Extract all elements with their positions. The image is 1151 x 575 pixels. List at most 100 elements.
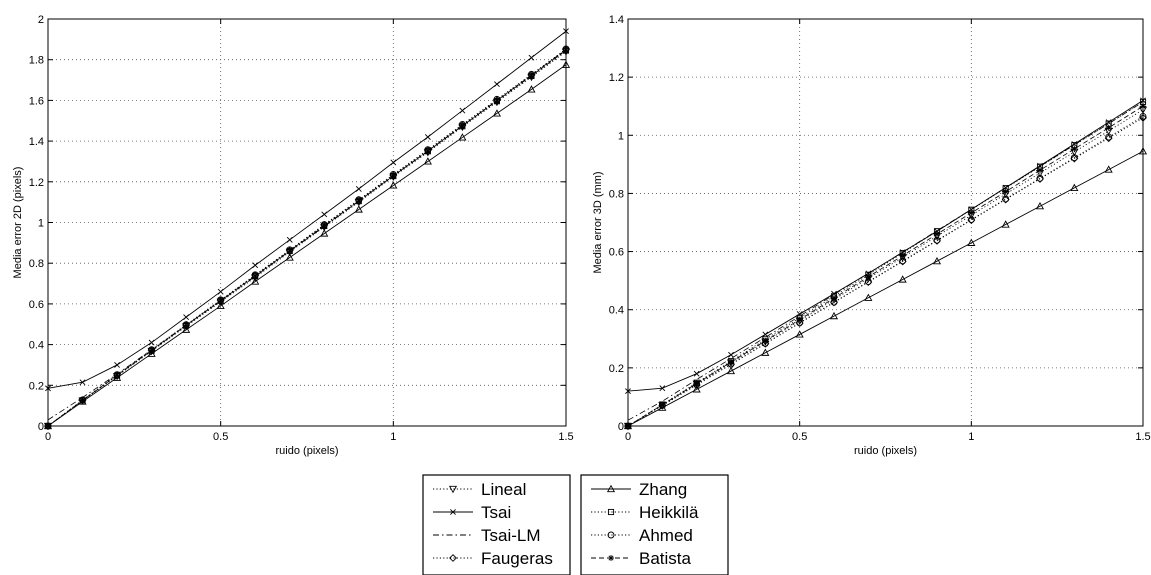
- data-point: [216, 301, 225, 310]
- data-point: [528, 54, 535, 61]
- data-point: [321, 222, 328, 229]
- series-line: [627, 101, 1144, 427]
- data-point: [1001, 220, 1010, 228]
- series-line: [47, 30, 567, 389]
- data-point: [459, 122, 466, 129]
- plot-area: [627, 18, 1144, 427]
- data-point: [114, 372, 121, 379]
- data-point: [728, 351, 734, 358]
- legend-item: Tsai: [433, 503, 511, 522]
- data-point: [659, 401, 666, 408]
- y-tick-label: 0.8: [29, 258, 44, 270]
- legend-marker: [448, 485, 458, 494]
- legend-label: Tsai-LM: [481, 526, 541, 545]
- x-tick-label: 0.5: [213, 431, 228, 443]
- data-point: [1139, 112, 1147, 120]
- data-point: [898, 275, 907, 283]
- data-point: [865, 273, 872, 280]
- legend-marker: [608, 555, 614, 561]
- legend-marker: [607, 531, 615, 539]
- series-batista: [45, 47, 569, 429]
- data-point: [831, 295, 837, 302]
- data-point: [898, 257, 907, 266]
- data-point: [389, 181, 398, 189]
- y-tick-label: 1.4: [29, 136, 44, 148]
- data-point: [1001, 195, 1010, 204]
- y-tick-label: 0.8: [609, 188, 624, 200]
- data-point: [625, 423, 631, 429]
- data-point: [933, 236, 941, 244]
- legend-item: Batista: [591, 549, 692, 568]
- data-point: [1105, 119, 1112, 126]
- data-point: [864, 278, 873, 287]
- data-point: [252, 262, 259, 269]
- series-line: [47, 49, 567, 427]
- data-point: [967, 216, 976, 225]
- data-point: [795, 319, 804, 328]
- y-tick-label: 1.6: [29, 95, 44, 107]
- data-point: [1104, 134, 1113, 143]
- legend-item: Ahmed: [591, 526, 693, 545]
- series-line: [47, 51, 567, 427]
- data-point: [693, 380, 700, 387]
- series-batista: [625, 103, 1146, 429]
- data-point: [527, 85, 536, 93]
- data-point: [251, 277, 260, 285]
- data-point: [796, 316, 803, 323]
- x-tick-label: 0: [625, 431, 631, 443]
- data-point: [1036, 174, 1044, 182]
- data-point: [933, 236, 941, 245]
- legend-box-left: Lineal Tsai Tsai-LM Faugeras: [422, 474, 571, 575]
- x-tick-label: 0: [45, 431, 51, 443]
- series-line: [47, 49, 567, 421]
- x-axis-label: ruido (pixels): [854, 445, 917, 457]
- legend-label: Zhang: [639, 480, 687, 499]
- data-point: [148, 339, 155, 346]
- y-tick-label: 1.2: [29, 177, 44, 189]
- data-point: [424, 134, 431, 140]
- y-tick-label: 0.2: [29, 380, 44, 392]
- y-tick-label: 2: [38, 14, 44, 26]
- data-point: [494, 81, 500, 88]
- y-tick-label: 1.8: [29, 55, 44, 67]
- y-tick-label: 1: [618, 130, 624, 142]
- x-tick-label: 1.5: [1135, 431, 1150, 443]
- series-zhang: [623, 147, 1148, 430]
- data-point: [354, 205, 363, 213]
- data-point: [561, 60, 571, 68]
- series-faugeras: [624, 113, 1147, 430]
- series-line: [627, 150, 1144, 427]
- data-point: [899, 252, 906, 259]
- data-point: [1140, 103, 1146, 110]
- chart-3d-error: 0 0.5 1 1.5 0 0.2 0.4 0.6 0.8 1 1.2 1.4 ruido (pixel…: [592, 14, 1151, 457]
- chart-2d-error: 0 0.5 1 1.5 0 0.2 0.4 0.6 0.8 1 1.2 1.4 1.6 1.8 2 ruido…: [12, 14, 574, 457]
- data-point: [1035, 201, 1045, 210]
- legend-label: Lineal: [481, 480, 526, 499]
- data-point: [217, 288, 224, 295]
- data-point: [967, 216, 975, 224]
- legend-marker: [449, 554, 457, 562]
- y-tick-label: 1: [38, 218, 44, 230]
- series-line: [47, 50, 567, 427]
- data-point: [286, 247, 293, 254]
- legend-label: Faugeras: [481, 549, 553, 568]
- data-point: [321, 211, 328, 218]
- data-point: [934, 231, 940, 238]
- data-point: [45, 385, 51, 392]
- data-point: [286, 236, 293, 243]
- data-point: [458, 133, 467, 141]
- legend-label: Tsai: [481, 503, 511, 522]
- legend-label: Batista: [639, 549, 692, 568]
- data-point: [252, 272, 259, 279]
- data-point: [796, 311, 803, 317]
- series-line: [627, 117, 1144, 427]
- legend-item: Faugeras: [433, 549, 553, 568]
- y-axis-label: Media error 2D (pixels): [12, 167, 24, 279]
- data-point: [390, 172, 397, 179]
- legend-marker: [607, 508, 615, 516]
- plot-area: [47, 18, 567, 427]
- legend-box-right: Zhang Heikkilä Ahmed Batista: [580, 474, 729, 575]
- legend-marker: [450, 509, 456, 515]
- data-point: [1071, 145, 1078, 152]
- data-point: [968, 209, 975, 216]
